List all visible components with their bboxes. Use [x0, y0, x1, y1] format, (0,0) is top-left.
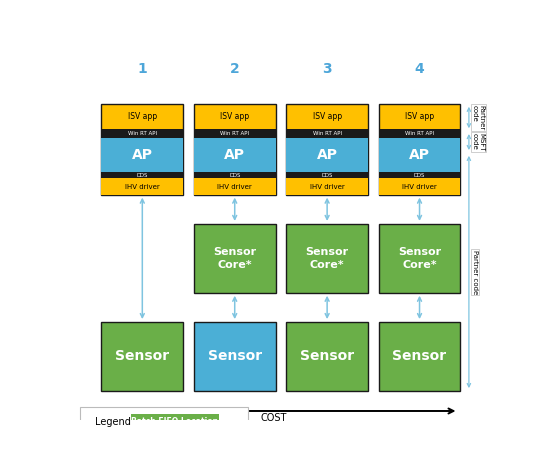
Text: ISV app: ISV app	[313, 112, 341, 121]
Text: COST: COST	[260, 413, 287, 423]
FancyBboxPatch shape	[194, 129, 276, 137]
Text: Partner code: Partner code	[472, 250, 478, 294]
Text: Sensor
Core*: Sensor Core*	[213, 247, 256, 270]
Text: DDS: DDS	[414, 173, 425, 178]
FancyBboxPatch shape	[378, 137, 461, 172]
Text: Batch FIFO Location: Batch FIFO Location	[131, 417, 218, 426]
Text: Win RT API: Win RT API	[128, 131, 157, 136]
FancyBboxPatch shape	[194, 104, 276, 195]
FancyBboxPatch shape	[101, 172, 183, 178]
Text: Sensor
Core*: Sensor Core*	[306, 247, 349, 270]
Text: ISV app: ISV app	[405, 112, 434, 121]
Text: Sensor
Core*: Sensor Core*	[398, 247, 441, 270]
Text: Sensor: Sensor	[300, 349, 354, 363]
FancyBboxPatch shape	[378, 104, 461, 195]
FancyBboxPatch shape	[101, 104, 183, 195]
FancyBboxPatch shape	[101, 178, 183, 195]
Text: Sensor: Sensor	[115, 349, 169, 363]
FancyBboxPatch shape	[286, 322, 368, 391]
Text: ISV app: ISV app	[220, 112, 249, 121]
FancyBboxPatch shape	[194, 137, 276, 172]
Text: Partner
code: Partner code	[472, 105, 485, 130]
FancyBboxPatch shape	[378, 224, 461, 293]
FancyBboxPatch shape	[286, 129, 368, 137]
Text: DDS: DDS	[137, 173, 148, 178]
FancyBboxPatch shape	[286, 224, 368, 293]
FancyBboxPatch shape	[378, 322, 461, 391]
Text: 1: 1	[138, 62, 147, 76]
FancyBboxPatch shape	[378, 172, 461, 178]
FancyBboxPatch shape	[101, 322, 183, 391]
Text: Win RT API: Win RT API	[220, 131, 249, 136]
Text: IHV driver: IHV driver	[217, 184, 252, 190]
Text: AP: AP	[224, 148, 245, 162]
FancyBboxPatch shape	[194, 224, 276, 293]
Text: 2: 2	[230, 62, 240, 76]
FancyBboxPatch shape	[194, 178, 276, 195]
FancyBboxPatch shape	[194, 322, 276, 391]
FancyBboxPatch shape	[378, 178, 461, 195]
FancyBboxPatch shape	[378, 129, 461, 137]
FancyBboxPatch shape	[101, 129, 183, 137]
FancyBboxPatch shape	[286, 172, 368, 178]
Text: IHV driver: IHV driver	[125, 184, 160, 190]
Text: Sensor: Sensor	[208, 349, 262, 363]
Text: Win RT API: Win RT API	[313, 131, 341, 136]
FancyBboxPatch shape	[131, 414, 219, 430]
Text: Legend: Legend	[95, 417, 131, 427]
Text: DDS: DDS	[321, 173, 333, 178]
Text: MSFT
code: MSFT code	[472, 133, 485, 152]
FancyBboxPatch shape	[101, 137, 183, 172]
Text: AP: AP	[132, 148, 153, 162]
FancyBboxPatch shape	[286, 137, 368, 172]
FancyBboxPatch shape	[286, 178, 368, 195]
Text: DDS: DDS	[229, 173, 241, 178]
FancyBboxPatch shape	[194, 172, 276, 178]
FancyBboxPatch shape	[80, 407, 248, 437]
Text: IHV driver: IHV driver	[310, 184, 345, 190]
Text: 3: 3	[322, 62, 332, 76]
Text: IHV driver: IHV driver	[402, 184, 437, 190]
Text: ISV app: ISV app	[128, 112, 157, 121]
Text: Win RT API: Win RT API	[405, 131, 434, 136]
Text: AP: AP	[317, 148, 338, 162]
Text: Sensor: Sensor	[392, 349, 447, 363]
Text: 4: 4	[415, 62, 424, 76]
FancyBboxPatch shape	[286, 104, 368, 195]
Text: AP: AP	[409, 148, 430, 162]
